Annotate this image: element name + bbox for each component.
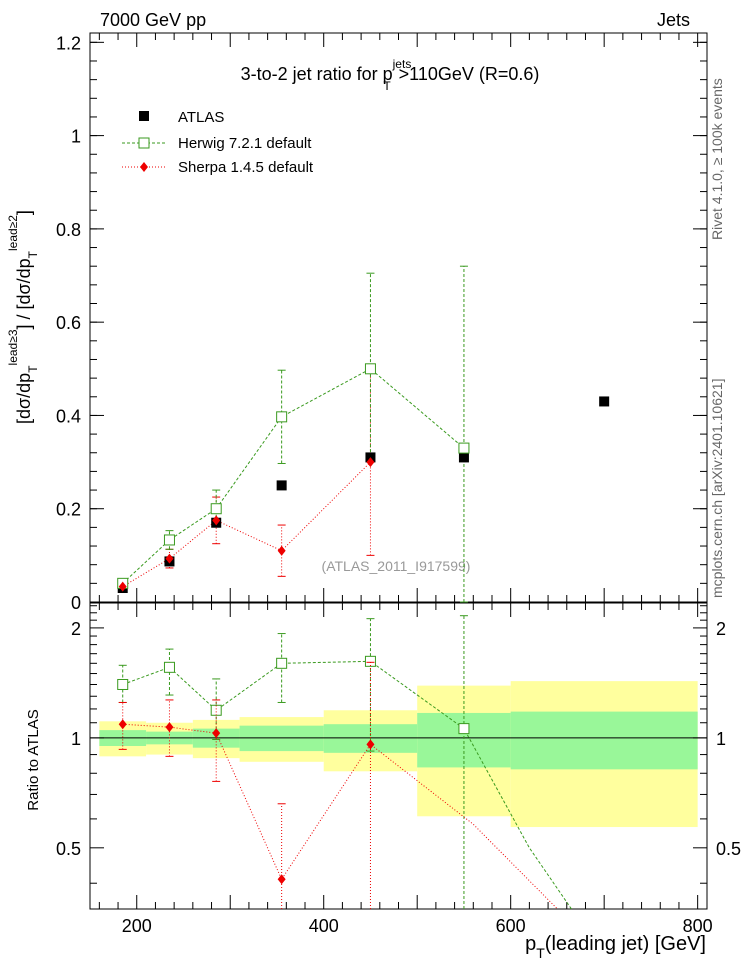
herwig-point [458,723,470,735]
ratio-y-axis-label: Ratio to ATLAS [25,709,42,810]
herwig-point [276,657,288,669]
herwig-point [210,503,222,515]
sherpa-point [118,581,127,592]
ratio-y-tick-label-right: 2 [716,619,726,639]
sherpa-point [165,553,174,564]
x-tick-label: 200 [122,916,152,936]
mcplots-label: mcplots.cern.ch [arXiv:2401.10621] [709,379,725,598]
x-tick-label: 400 [309,916,339,936]
sherpa-point [212,728,221,739]
ratio-y-tick-label: 2 [71,619,81,639]
main-y-tick-label: 0.2 [56,500,81,520]
rivet-label: Rivet 4.1.0, ≥ 100k events [709,78,725,240]
herwig-line [122,368,465,584]
legend-sherpa-marker [140,162,148,172]
legend-sherpa-label: Sherpa 1.4.5 default [178,159,314,176]
main-y-tick-label: 0.4 [56,406,81,426]
herwig-point [364,655,376,667]
ratio-series [117,615,572,910]
main-y-tick-label: 1 [71,127,81,147]
ratio-axis-ticks: 200 400 600 800 0.5 0.5 1 1 2 2 [56,603,741,936]
herwig-point [163,661,175,673]
ratio-y-tick-label-right: 0.5 [716,839,741,859]
chart-title: 3-to-2 jet ratio for pjets T>110GeV (R=0.… [241,57,540,93]
herwig-ratio-line [122,660,572,910]
analysis-id-watermark: (ATLAS_2011_I917599) [322,558,471,574]
legend-atlas-label: ATLAS [178,109,224,126]
legend-herwig-marker [138,137,150,149]
ratio-y-tick-label-right: 1 [716,729,726,749]
main-y-tick-label: 0.8 [56,220,81,240]
atlas-point [458,452,469,463]
legend: ATLAS Herwig 7.2.1 default Sherpa 1.4.5 … [122,109,314,176]
sherpa-point [366,457,375,468]
ratio-y-tick-label: 1 [71,729,81,749]
sherpa-point [118,719,127,730]
atlas-point [276,480,287,491]
main-y-tick-label: 0.6 [56,313,81,333]
legend-herwig-label: Herwig 7.2.1 default [178,135,312,152]
herwig-point [364,363,376,375]
main-y-axis-label: [dσ/dpTlead≥3] / [dσ/dpTlead≥2] [6,210,40,424]
x-axis-label: pT(leading jet) [GeV] [525,933,706,961]
herwig-point [276,411,288,423]
sherpa-point [165,722,174,733]
herwig-point [210,704,222,716]
main-y-tick-label: 0 [71,593,81,613]
main-axis-ticks: 0 0.2 0.4 0.6 0.8 1 1.2 [56,33,707,613]
herwig-point [117,678,129,690]
x-tick-label: 600 [496,916,526,936]
sherpa-point [212,515,221,526]
ratio-y-tick-label: 0.5 [56,839,81,859]
atlas-point [599,396,610,407]
main-series [117,265,610,603]
herwig-point [163,534,175,546]
sherpa-point [366,739,375,750]
energy-label: 7000 GeV pp [100,10,206,30]
herwig-point [458,442,470,454]
main-y-tick-label: 1.2 [56,33,81,53]
x-tick-label: 800 [683,916,713,936]
sherpa-point [277,874,286,885]
jets-label: Jets [657,10,690,30]
band-inner-bin [510,711,698,770]
sherpa-point [277,545,286,556]
band-inner-bin [239,725,324,752]
legend-atlas-marker [139,111,149,121]
